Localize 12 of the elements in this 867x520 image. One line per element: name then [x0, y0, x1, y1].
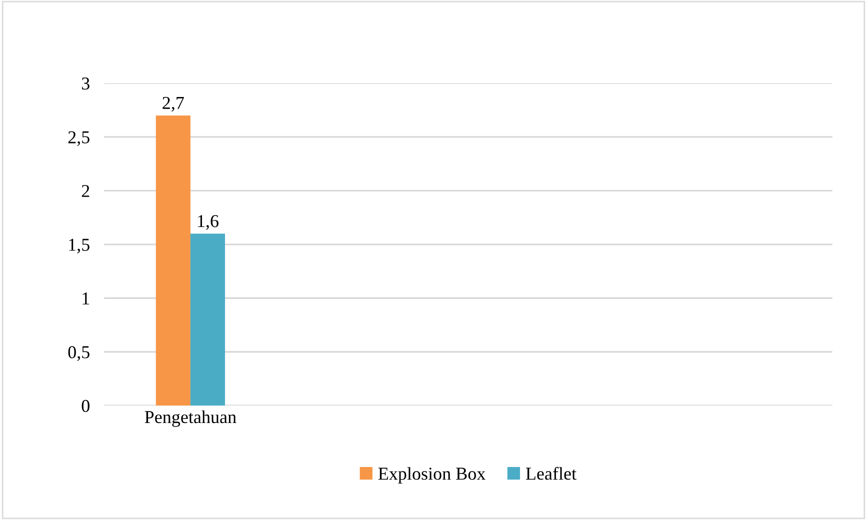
y-tick-label: 0,5: [68, 346, 90, 361]
y-tick-label: 2: [82, 184, 90, 197]
y-tick-label: 0: [82, 400, 90, 412]
y-tick-label: 1: [82, 292, 90, 304]
y-tick-label: 2,5: [68, 131, 90, 146]
data-label: 1,6: [198, 215, 218, 230]
x-tick-label: Pengetahuan: [144, 410, 236, 427]
legend-label: Explosion Box: [378, 467, 486, 484]
y-tick-label: 1,5: [69, 238, 90, 254]
y-tick-label: 3: [82, 78, 90, 90]
data-label: 2,7: [162, 96, 184, 112]
legend-label: Leaflet: [526, 466, 576, 480]
